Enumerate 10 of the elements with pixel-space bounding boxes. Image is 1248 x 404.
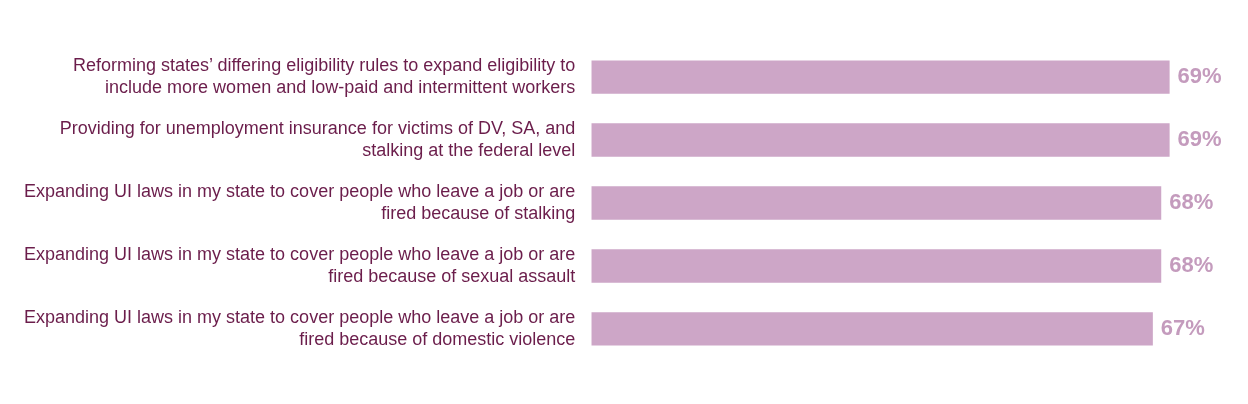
y-tick-label: Expanding UI laws in my state to cover people who leave a job or are fired because of domestic violence bbox=[23, 307, 576, 349]
data-label: 67% bbox=[1160, 314, 1205, 340]
y-tick-label: Providing for unemployment insurance for victims of DV, SA, and stalking at the federal level bbox=[59, 118, 576, 160]
data-label: 68% bbox=[1169, 252, 1214, 278]
data-label: 69% bbox=[1177, 126, 1222, 152]
data-label: 68% bbox=[1169, 189, 1214, 215]
y-tick-label: Expanding UI laws in my state to cover people who leave a job or are fired because of sexual assault bbox=[23, 244, 576, 286]
y-tick-label: Reforming states’ differing eligibility rules to expand eligibility to include more women and low-paid and intermittent workers bbox=[73, 55, 576, 97]
y-tick-label: Expanding UI laws in my state to cover people who leave a job or are fired because of stalking bbox=[23, 181, 576, 223]
data-label: 69% bbox=[1177, 63, 1222, 89]
